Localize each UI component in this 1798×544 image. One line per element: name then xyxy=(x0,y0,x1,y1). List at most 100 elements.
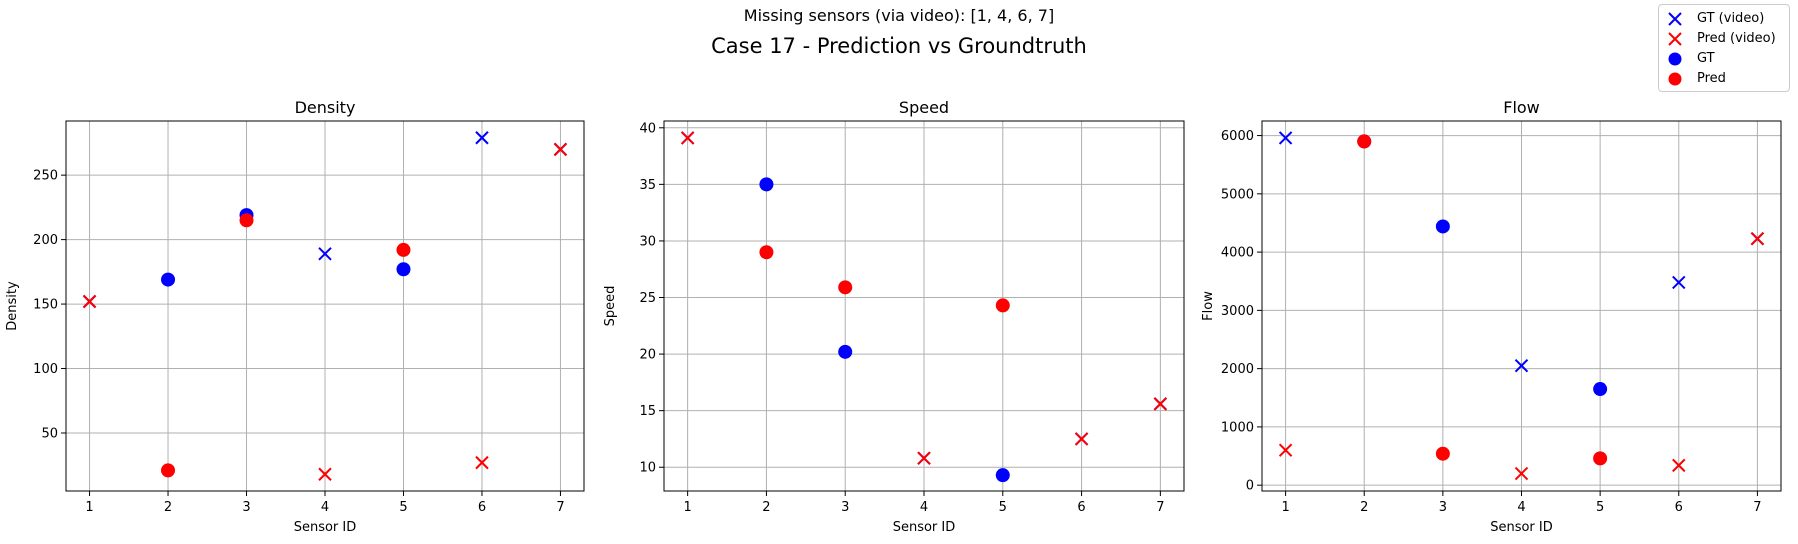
x-marker-stroke xyxy=(1278,131,1293,145)
x-tick-label: 3 xyxy=(841,500,849,515)
x-marker-stroke xyxy=(318,247,332,261)
point-gt-circle-marker xyxy=(1435,219,1450,234)
axes-frame xyxy=(65,120,585,492)
legend-entry-pred-video: Pred (video) xyxy=(1659,29,1789,49)
x-marker-stroke xyxy=(475,131,489,145)
point-pred-circle-marker xyxy=(759,245,774,260)
x-tick-label: 6 xyxy=(1675,500,1683,515)
subplot-density: 1 2 3 4 5 6 7 50 100 150 200 250 Density Sensor ID Den… xyxy=(5,98,585,535)
point-pred-circle-marker xyxy=(396,242,411,257)
subplot-title: Flow xyxy=(1503,98,1540,117)
y-tick-label: 35 xyxy=(639,178,656,193)
y-tick-label: 4000 xyxy=(1221,246,1254,261)
y-tick-label: 2000 xyxy=(1221,362,1254,377)
legend-label: Pred (video) xyxy=(1697,31,1776,46)
x-marker-stroke xyxy=(82,294,97,309)
y-tick-label: 0 xyxy=(1246,479,1254,494)
legend: GT (video) Pred (video) GT Pred xyxy=(1658,4,1790,92)
subplot-flow: 1 2 3 4 5 6 7 0 1000 2000 3000 4000 5000 6000 Flow Sens… xyxy=(1201,98,1782,535)
y-axis-label: Speed xyxy=(603,286,618,327)
y-tick-label: 200 xyxy=(33,233,58,248)
x-tick-label: 4 xyxy=(321,500,329,515)
point-pred-video-x-marker xyxy=(1074,432,1089,446)
x-marker-stroke xyxy=(1672,458,1686,473)
y-tick-label: 5000 xyxy=(1221,187,1254,202)
point-gt-circle-marker xyxy=(995,468,1010,483)
x-marker-stroke xyxy=(1672,275,1686,290)
legend-entry-gt-video: GT (video) xyxy=(1659,9,1789,29)
y-tick-label: 6000 xyxy=(1221,129,1254,144)
point-gt-video-x-marker xyxy=(1514,359,1529,373)
suptitle-case: Case 17 - Prediction vs Groundtruth xyxy=(711,34,1087,58)
y-tick-label: 15 xyxy=(639,404,656,419)
legend-x-marker-icon xyxy=(1668,32,1682,46)
x-marker-stroke xyxy=(1514,359,1529,373)
x-tick-label: 1 xyxy=(1281,500,1289,515)
subplot-speed: 1 2 3 4 5 6 7 10 15 20 25 30 35 40 Speed Sensor ID Speed xyxy=(603,98,1185,535)
x-tick-label: 7 xyxy=(556,500,564,515)
legend-entry-gt: GT xyxy=(1659,49,1789,69)
point-pred-video-x-marker xyxy=(553,142,568,157)
y-tick-label: 3000 xyxy=(1221,304,1254,319)
x-tick-label: 6 xyxy=(478,500,486,515)
point-pred-circle-marker xyxy=(239,213,254,228)
point-pred-circle-marker xyxy=(1435,446,1450,461)
y-tick-label: 25 xyxy=(639,291,656,306)
y-axis-label: Flow xyxy=(1201,291,1216,321)
x-marker-stroke xyxy=(475,455,489,470)
x-marker-stroke xyxy=(318,467,332,481)
x-axis-label: Sensor ID xyxy=(1490,520,1553,535)
x-marker-stroke xyxy=(1074,432,1089,446)
y-tick-label: 30 xyxy=(639,234,656,249)
y-tick-label: 1000 xyxy=(1221,420,1254,435)
point-gt-video-x-marker xyxy=(318,247,332,261)
subplot-title: Speed xyxy=(899,98,949,117)
y-tick-label: 50 xyxy=(41,426,58,441)
point-pred-circle-marker xyxy=(1593,451,1608,466)
x-marker-stroke xyxy=(680,131,695,145)
point-pred-video-x-marker xyxy=(680,131,695,145)
point-pred-video-x-marker xyxy=(1672,458,1686,473)
x-tick-label: 7 xyxy=(1753,500,1761,515)
y-tick-label: 150 xyxy=(33,298,58,313)
legend-label: GT xyxy=(1697,51,1715,66)
subplot-title: Density xyxy=(295,98,356,117)
point-gt-circle-marker xyxy=(396,262,411,277)
point-pred-video-x-marker xyxy=(1278,443,1293,457)
y-tick-label: 10 xyxy=(639,461,656,476)
point-pred-video-x-marker xyxy=(475,455,489,470)
x-tick-label: 2 xyxy=(762,500,770,515)
x-tick-label: 4 xyxy=(920,500,928,515)
point-pred-video-x-marker xyxy=(917,451,931,465)
x-tick-label: 5 xyxy=(399,500,407,515)
x-tick-label: 4 xyxy=(1517,500,1525,515)
legend-circle-marker-icon xyxy=(1668,52,1682,66)
x-axis-label: Sensor ID xyxy=(294,520,357,535)
legend-x-marker-icon xyxy=(1668,12,1682,26)
x-tick-label: 2 xyxy=(164,500,172,515)
x-marker-stroke xyxy=(553,142,568,157)
x-marker-stroke xyxy=(1153,397,1168,411)
point-gt-video-x-marker xyxy=(1672,275,1686,290)
point-pred-video-x-marker xyxy=(318,467,332,481)
point-pred-circle-marker xyxy=(838,280,853,295)
y-tick-label: 250 xyxy=(33,169,58,184)
point-pred-video-x-marker xyxy=(1514,466,1529,481)
legend-entry-pred: Pred xyxy=(1659,69,1789,89)
x-tick-label: 3 xyxy=(1439,500,1447,515)
x-tick-label: 6 xyxy=(1077,500,1085,515)
y-axis-label: Density xyxy=(5,281,20,331)
legend-label: Pred xyxy=(1697,71,1726,86)
y-tick-label: 40 xyxy=(639,121,656,136)
point-pred-circle-marker xyxy=(1357,134,1372,149)
point-gt-circle-marker xyxy=(838,344,853,359)
axes-frame xyxy=(1261,120,1782,492)
point-gt-circle-marker xyxy=(161,272,176,287)
point-pred-video-x-marker xyxy=(1153,397,1168,411)
point-pred-video-x-marker xyxy=(1750,231,1765,246)
x-marker-stroke xyxy=(1750,231,1765,246)
x-axis-label: Sensor ID xyxy=(893,520,956,535)
legend-circle-marker-icon xyxy=(1668,72,1682,86)
point-pred-circle-marker xyxy=(995,298,1010,313)
